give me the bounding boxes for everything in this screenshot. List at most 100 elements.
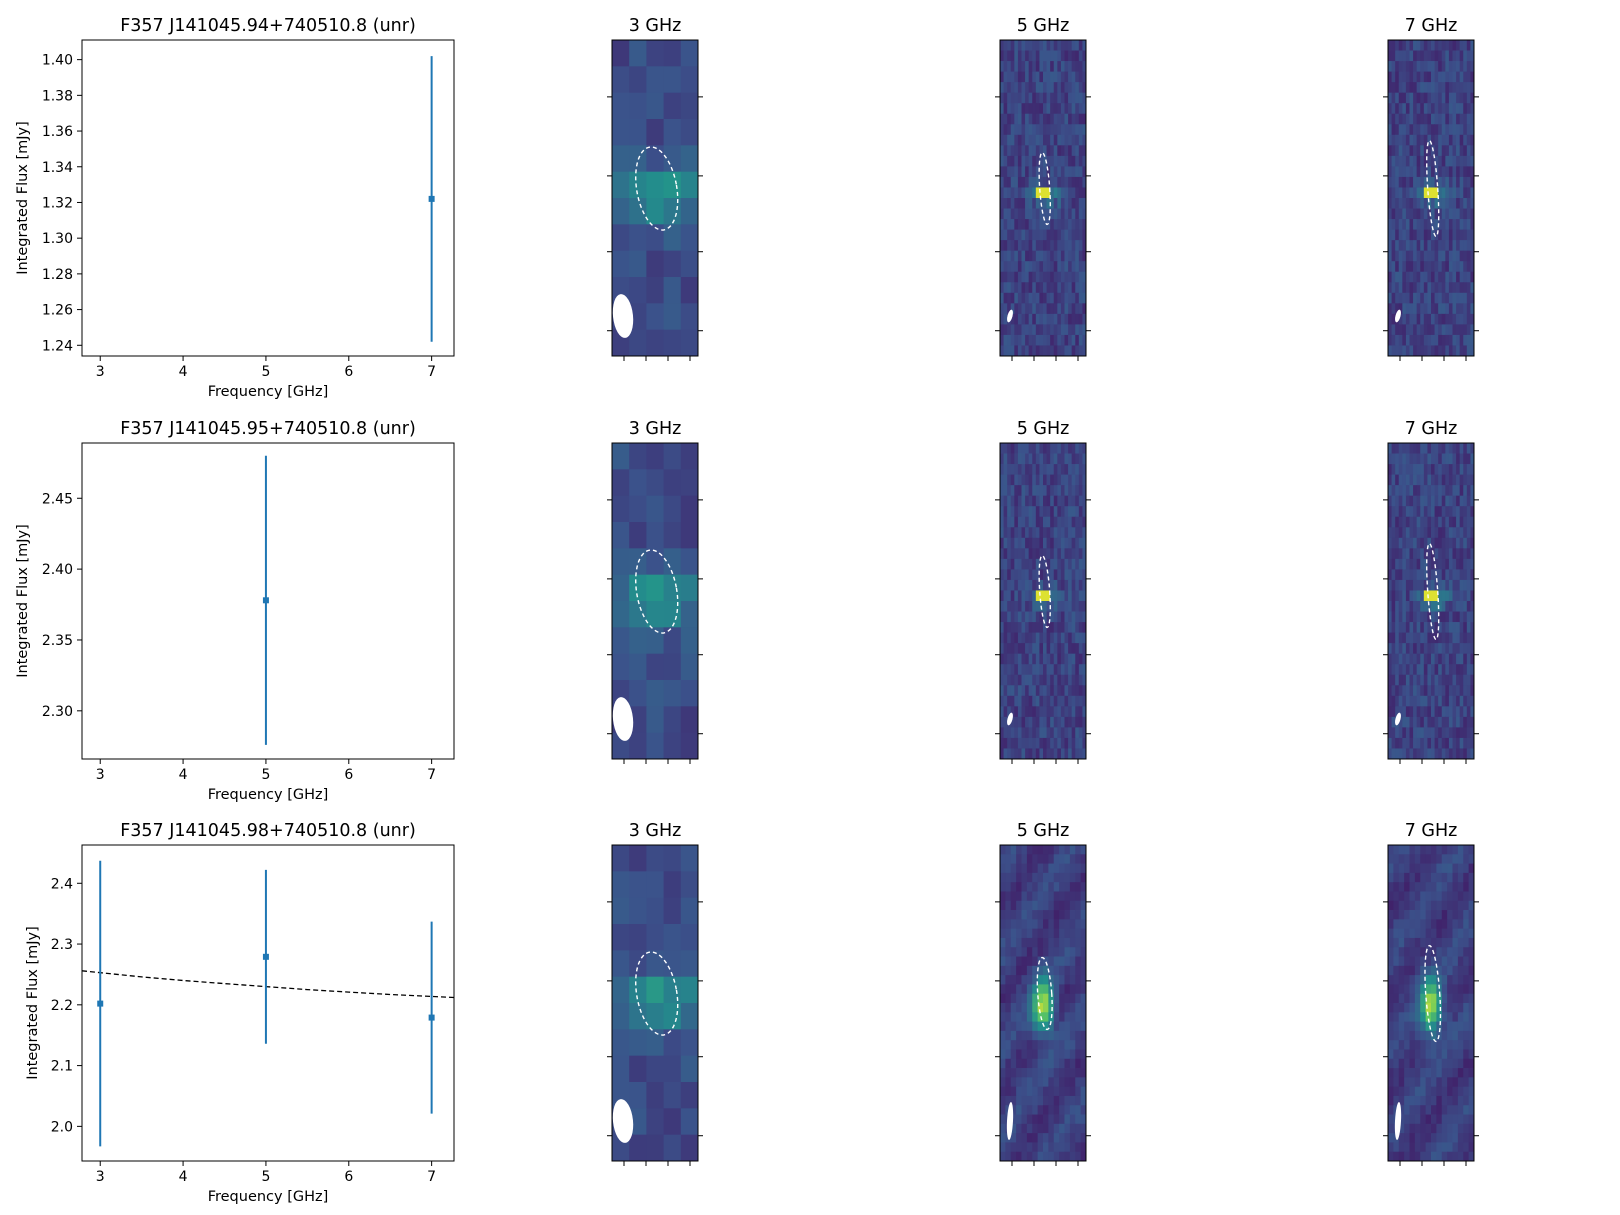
image-pixel (1060, 124, 1065, 136)
image-pixel (1075, 1133, 1082, 1143)
image-pixel (646, 574, 664, 602)
image-pixel (1000, 674, 1004, 686)
image-pixel (1021, 134, 1026, 146)
image-pixel (1050, 622, 1055, 633)
image-pixel (1025, 527, 1030, 539)
image-pixel (1010, 506, 1015, 518)
image-pixel (1448, 198, 1453, 209)
image-pixel (1039, 50, 1044, 62)
image-pixel (1409, 882, 1416, 892)
image-pixel (1078, 282, 1083, 294)
image-pixel (1391, 334, 1396, 346)
image-pixel (1043, 1086, 1049, 1097)
image-pixel (680, 469, 699, 497)
image-pixel (1452, 685, 1457, 697)
image-pixel (646, 92, 664, 120)
plot-title: F357 J141045.98+740510.8 (unr) (120, 821, 416, 841)
image-pixel (1445, 40, 1450, 51)
image-pixel (1463, 695, 1468, 707)
image-pixel (1445, 643, 1450, 655)
image-pixel (1463, 113, 1468, 125)
image-pixel (1053, 928, 1060, 939)
image-pixel (1035, 622, 1040, 633)
image-pixel (1427, 569, 1432, 581)
image-pixel (1005, 984, 1012, 995)
image-pixel (1427, 537, 1432, 549)
image-pixel (1423, 516, 1428, 528)
image-pixel (1068, 292, 1073, 304)
image-pixel (1420, 664, 1425, 676)
image-pixel (1405, 113, 1410, 125)
image-pixel (1014, 727, 1019, 739)
image-pixel (1039, 124, 1044, 136)
image-pixel (1436, 900, 1443, 911)
image-pixel (1000, 947, 1006, 957)
x-tick-label: 4 (179, 767, 188, 783)
image-pixel (1021, 664, 1026, 676)
image-pixel (1059, 863, 1065, 874)
image-pixel (1436, 937, 1443, 948)
image-pixel (1017, 166, 1022, 178)
image-pixel (1021, 706, 1026, 718)
image-pixel (1456, 134, 1461, 146)
image-pixel (1003, 674, 1008, 686)
image-pixel (1046, 282, 1051, 294)
image-pixel (1059, 845, 1065, 855)
image-pixel (1395, 548, 1400, 560)
image-pixel (1434, 537, 1439, 549)
image-pixel (1075, 250, 1080, 262)
plot-title: F357 J141045.95+740510.8 (unr) (120, 419, 416, 439)
image-pixel (1059, 937, 1065, 948)
image-pixel (1003, 516, 1008, 528)
image-pixel (1413, 548, 1418, 560)
image-pixel (1456, 303, 1461, 315)
image-pixel (1080, 1105, 1087, 1115)
image-pixel (1026, 1114, 1033, 1125)
y-tick-label: 2.4 (51, 876, 73, 892)
image-pixel (1000, 113, 1004, 125)
image-pixel (1405, 453, 1410, 465)
image-pixel (1000, 303, 1004, 315)
image-pixel (1409, 611, 1414, 623)
image-pixel (1075, 748, 1080, 760)
image-pixel (1447, 872, 1453, 883)
image-pixel (1069, 993, 1076, 1004)
image-pixel (1463, 176, 1468, 188)
image-pixel (1043, 313, 1047, 325)
image-pixel (1463, 250, 1468, 262)
image-pixel (1003, 61, 1008, 72)
image-pixel (1032, 271, 1037, 283)
image-pixel (1014, 643, 1019, 655)
image-pixel (1438, 219, 1443, 230)
image-pixel (1053, 464, 1058, 475)
image-pixel (1409, 601, 1414, 612)
image-pixel (1080, 928, 1087, 939)
image-pixel (1032, 737, 1037, 749)
image-pixel (1431, 975, 1437, 985)
image-pixel (1402, 632, 1407, 644)
image-pixel (1053, 82, 1058, 94)
image-pixel (1431, 208, 1435, 220)
image-pixel (1425, 965, 1432, 976)
image-pixel (1075, 872, 1082, 883)
image-pixel (612, 119, 630, 146)
image-pixel (1445, 748, 1450, 760)
image-pixel (1445, 674, 1450, 686)
image-pixel (663, 1134, 682, 1162)
image-pixel (1014, 516, 1019, 528)
image-pixel (1060, 737, 1065, 749)
image-pixel (1043, 537, 1047, 549)
image-pixel (1391, 569, 1396, 581)
image-pixel (1003, 113, 1008, 125)
image-pixel (1075, 1151, 1082, 1162)
image-pixel (1431, 1077, 1437, 1088)
image-pixel (1466, 737, 1471, 749)
image-pixel (1053, 854, 1060, 864)
image-pixel (1032, 453, 1037, 465)
image-pixel (1466, 240, 1471, 252)
image-pixel (1405, 695, 1410, 707)
image-pixel (1064, 516, 1069, 528)
image-pixel (1014, 695, 1019, 707)
image-pixel (1053, 1105, 1060, 1115)
image-pixel (1046, 748, 1051, 760)
